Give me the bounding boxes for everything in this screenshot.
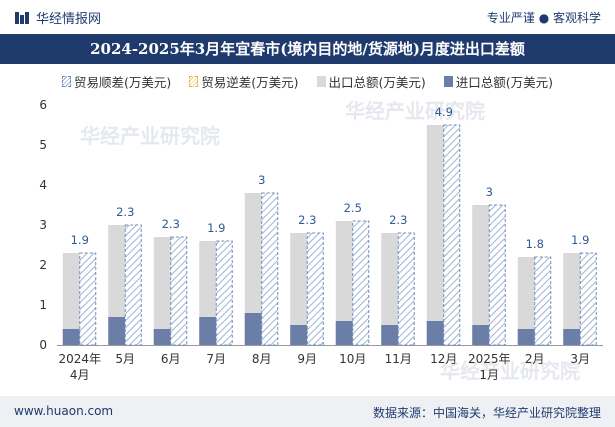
surplus-bar: [579, 252, 597, 346]
surplus-bar: [261, 192, 279, 346]
surplus-value-label: 2.3: [162, 217, 180, 231]
x-tick-label: 7月: [206, 352, 226, 366]
export-bar: [62, 253, 80, 345]
legend-deficit-label: 贸易逆差(万美元): [201, 75, 299, 90]
surplus-value-label: 1.9: [71, 233, 89, 247]
footer-bar: www.huaon.com 数据来源：中国海关，华经产业研究院整理: [0, 396, 615, 427]
x-tick-label: 11月: [385, 352, 412, 366]
import-bar: [563, 329, 581, 345]
surplus-value-label: 4.9: [435, 105, 453, 119]
import-bar: [153, 329, 171, 345]
legend-import-swatch: [443, 76, 453, 87]
legend-import-label: 进口总额(万美元): [455, 75, 554, 90]
export-bar: [472, 205, 490, 345]
x-tick-label: 10月: [339, 352, 366, 366]
header-bar: 华经情报网 专业严谨 ● 客观科学: [0, 0, 615, 34]
export-bar: [563, 253, 581, 345]
surplus-value-label: 3: [258, 173, 265, 187]
huajing-logo-icon: [15, 11, 29, 24]
surplus-bar: [443, 124, 461, 346]
y-tick-label: 2: [39, 258, 47, 272]
x-tick-label-line2: 4月: [70, 368, 90, 382]
import-bar: [108, 317, 126, 345]
surplus-value-label: 1.9: [207, 221, 225, 235]
import-bar: [62, 329, 80, 345]
surplus-value-label: 2.3: [389, 213, 407, 227]
footer-website: www.huaon.com: [14, 404, 114, 418]
legend-deficit-swatch: [189, 76, 199, 87]
x-tick-label: 2月: [525, 352, 545, 366]
x-tick-label: 2024年: [58, 352, 101, 366]
legend-surplus-swatch: [61, 76, 71, 87]
surplus-value-label: 1.8: [526, 237, 544, 251]
x-tick-label-line2: 1月: [479, 368, 499, 382]
x-tick-label: 12月: [430, 352, 457, 366]
import-bar: [472, 325, 490, 345]
legend-surplus: 贸易顺差(万美元): [61, 72, 172, 91]
export-bar: [290, 233, 308, 345]
surplus-bar: [170, 236, 188, 346]
y-tick-label: 1: [39, 298, 47, 312]
legend-export: 出口总额(万美元): [316, 72, 426, 91]
surplus-bar: [306, 232, 324, 346]
y-tick-label: 4: [39, 178, 47, 192]
x-tick-label: 6月: [161, 352, 181, 366]
x-tick-label: 3月: [570, 352, 590, 366]
import-bar: [335, 321, 353, 345]
surplus-value-label: 1.9: [571, 233, 589, 247]
surplus-value-label: 2.3: [116, 205, 134, 219]
export-bar: [108, 225, 126, 345]
chart-area: 0 1 2 3 4 5 6 1.9 2024年 4月 2.3 5月 2.3 6月 1.9 7月 3 8月 2.3 9…: [39, 98, 603, 382]
y-tick-label: 5: [39, 138, 47, 152]
surplus-value-label: 2.5: [344, 201, 362, 215]
surplus-bar: [352, 220, 370, 346]
export-bar: [381, 233, 399, 345]
export-bar: [153, 237, 171, 345]
y-tick-label: 3: [39, 218, 47, 232]
x-tick-label: 8月: [252, 352, 272, 366]
x-tick-label: 2025年: [468, 352, 511, 366]
brand: 华经情报网: [14, 8, 101, 27]
slogan: 专业严谨 ● 客观科学: [486, 11, 601, 25]
export-bar: [426, 125, 444, 345]
x-tick-label: 5月: [115, 352, 135, 366]
surplus-value-label: 2.3: [298, 213, 316, 227]
legend-export-label: 出口总额(万美元): [328, 75, 426, 90]
surplus-bar: [534, 256, 552, 346]
import-bar: [381, 325, 399, 345]
import-bar: [517, 329, 535, 345]
footer-source: 数据来源：中国海关，华经产业研究院整理: [372, 406, 601, 420]
import-bar: [426, 321, 444, 345]
legend-import: 进口总额(万美元): [443, 72, 554, 91]
chart-legend: 贸易顺差(万美元) 贸易逆差(万美元) 出口总额(万美元) 进口总额(万美元): [0, 72, 615, 91]
surplus-value-label: 3: [486, 185, 493, 199]
export-bar: [335, 221, 353, 345]
surplus-bar: [124, 224, 142, 346]
y-tick-label: 6: [39, 98, 47, 112]
export-bar: [517, 257, 535, 345]
surplus-bar: [215, 240, 233, 346]
legend-deficit: 贸易逆差(万美元): [189, 72, 299, 91]
brand-name: 华经情报网: [36, 12, 102, 27]
import-bar: [290, 325, 308, 345]
legend-surplus-label: 贸易顺差(万美元): [73, 75, 172, 90]
surplus-bar: [488, 204, 506, 346]
surplus-bar: [397, 232, 415, 346]
import-bar: [199, 317, 217, 345]
chart-title: 2024-2025年3月年宜春市(境内目的地/货源地)月度进出口差额: [0, 34, 615, 64]
import-bar: [244, 313, 262, 345]
legend-export-swatch: [316, 76, 326, 87]
export-bar: [244, 193, 262, 345]
y-tick-label: 0: [39, 338, 47, 352]
x-tick-label: 9月: [297, 352, 317, 366]
surplus-bar: [79, 252, 97, 346]
